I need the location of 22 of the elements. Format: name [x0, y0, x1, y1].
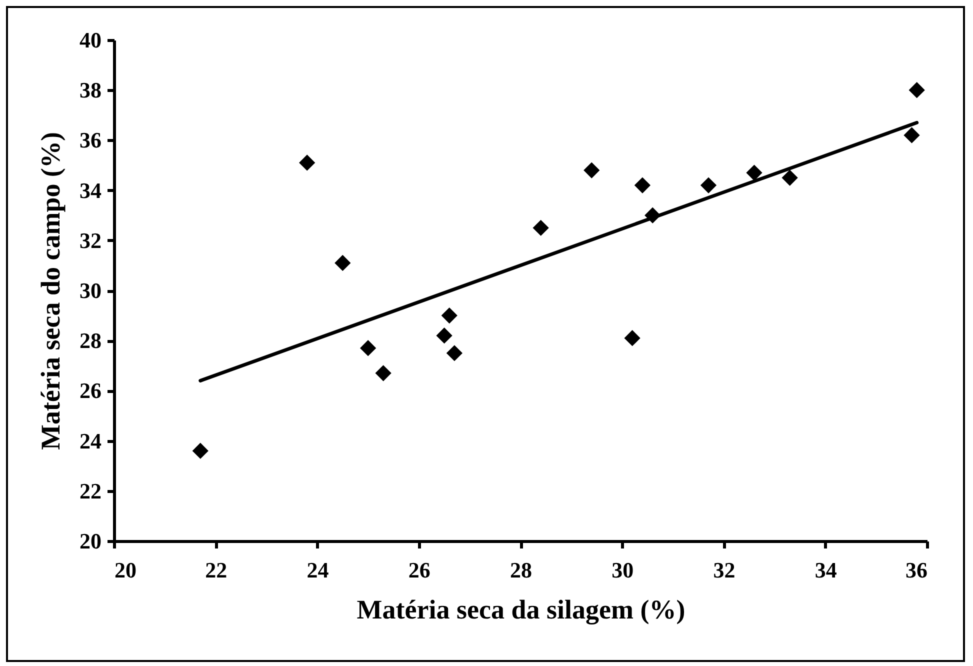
x-axis-title: Matéria seca da silagem (%)	[356, 594, 686, 624]
x-tick-label: 36	[906, 558, 928, 582]
y-tick-label: 30	[80, 278, 102, 303]
y-tick-label: 38	[80, 78, 102, 103]
x-tick-label: 28	[510, 558, 532, 582]
y-tick-label: 28	[80, 328, 102, 354]
y-tick-label: 26	[80, 378, 102, 404]
x-tick-label: 26	[408, 558, 430, 582]
y-tick-label: 22	[80, 478, 102, 504]
y-tick-label: 36	[80, 128, 102, 153]
x-tick-label: 20	[114, 558, 136, 582]
x-tick-label: 22	[205, 558, 228, 582]
x-tick-label: 34	[814, 558, 837, 582]
y-tick-label: 32	[80, 228, 102, 253]
y-tick-label: 34	[80, 178, 102, 203]
y-tick-label: 40	[80, 28, 102, 52]
y-tick-label: 24	[80, 428, 102, 454]
x-tick-label: 24	[306, 558, 329, 582]
x-tick-label: 30	[612, 558, 634, 582]
y-tick-label: 20	[80, 528, 102, 554]
y-axis-title: Matéria seca do campo (%)	[36, 132, 66, 450]
x-tick-label: 32	[713, 558, 736, 582]
